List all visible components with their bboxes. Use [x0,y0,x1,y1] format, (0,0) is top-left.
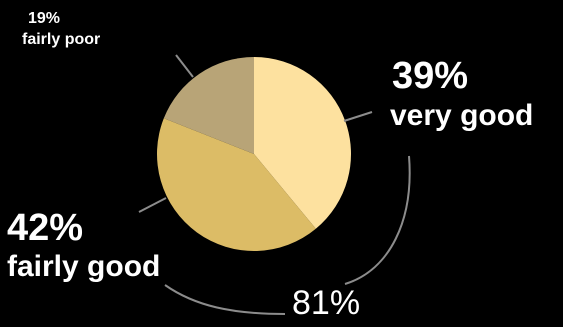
very-good-percent-label: 39% [392,55,468,97]
fairly-good-percent-label: 42% [7,207,83,249]
combined-bracket-right [344,155,411,285]
fairly-poor-connector-line [175,54,194,78]
pie-slices [156,56,352,252]
fairly-poor-percent-label: 19% [28,10,60,27]
slice-labels: 39% very good 42% fairly good 19% fairly… [7,10,533,322]
slice-very-good [254,57,352,229]
fairly-poor-category-label: fairly poor [22,31,100,48]
label-connectors [138,54,411,315]
very-good-category-label: very good [390,99,533,132]
combined-percent-label: 81% [292,284,360,322]
fairly-good-connector-line [138,197,167,213]
combined-bracket-left [164,284,286,315]
fairly-good-category-label: fairly good [7,250,160,283]
very-good-connector-line [343,111,373,122]
slice-fairly-good [156,118,316,252]
slice-fairly-poor [163,56,254,154]
